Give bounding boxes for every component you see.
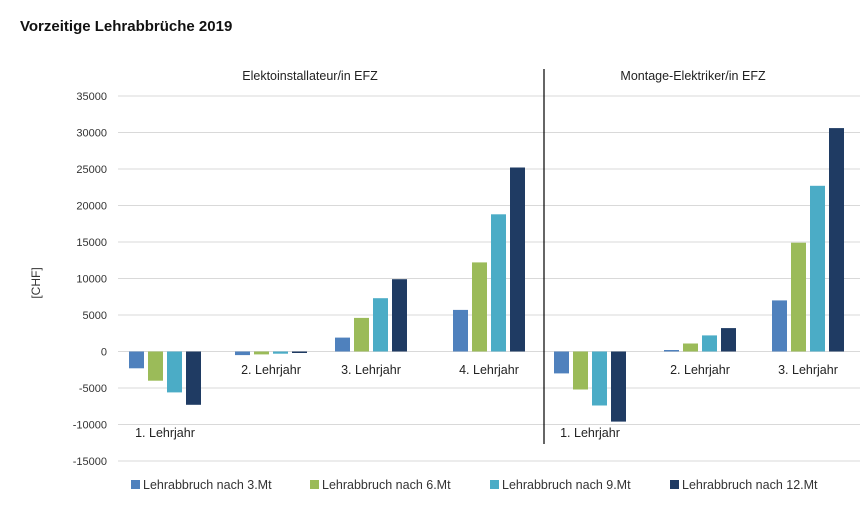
category-label: 1. Lehrjahr [560,426,620,440]
bar-layer [129,128,844,422]
legend-swatch [490,480,499,489]
category-label: 2. Lehrjahr [241,363,301,377]
legend-swatch [310,480,319,489]
legend-label: Lehrabbruch nach 3.Mt [143,478,272,492]
panel-title: Montage-Elektriker/in EFZ [620,69,766,83]
legend-swatch [131,480,140,489]
category-label: 3. Lehrjahr [341,363,401,377]
bar-2-3-1 [772,300,787,352]
y-tick-label: -15000 [73,456,107,468]
bar-2-2-2 [683,343,698,352]
bar-2-1-4 [611,351,626,422]
chart-title: Vorzeitige Lehrabbrüche 2019 [20,18,233,35]
y-tick-label: 5000 [83,310,107,322]
y-tick-label: 15000 [76,237,107,249]
y-tick-label: 25000 [76,164,107,176]
bar-2-2-3 [702,335,717,352]
bar-1-3-3 [373,298,388,352]
y-tick-label: -10000 [73,420,107,432]
bar-1-4-4 [510,167,525,352]
panel-title: Elektoinstallateur/in EFZ [242,69,378,83]
bar-1-2-2 [254,351,269,355]
legend-swatch [670,480,679,489]
bar-1-4-3 [491,214,506,352]
bar-2-1-1 [554,351,569,374]
grid-layer [118,95,860,462]
y-tick-label: 0 [101,347,107,359]
label-layer: 35000 30000 25000 20000 15000 10000 5000 0 -5000… [73,69,838,468]
bar-1-1-3 [167,351,182,393]
legend: Lehrabbruch nach 3.Mt Lehrabbruch nach 6.… [131,478,818,492]
bar-1-1-2 [148,351,163,381]
bar-2-2-1 [664,350,679,352]
bar-2-1-2 [573,351,588,390]
legend-label: Lehrabbruch nach 12.Mt [682,478,818,492]
category-label: 1. Lehrjahr [135,426,195,440]
bar-1-3-1 [335,337,350,352]
y-tick-label: -5000 [79,383,107,395]
bar-2-3-2 [791,242,806,352]
bar-2-1-3 [592,351,607,406]
y-tick-label: 35000 [76,91,107,103]
y-axis-title: [CHF] [29,267,43,298]
legend-label: Lehrabbruch nach 9.Mt [502,478,631,492]
bar-1-3-4 [392,279,407,352]
bar-1-4-2 [472,262,487,352]
y-tick-label: 30000 [76,128,107,140]
bar-1-2-1 [235,351,250,356]
category-label: 4. Lehrjahr [459,363,519,377]
bar-1-2-4 [292,351,307,353]
bar-2-2-4 [721,328,736,352]
y-tick-label: 20000 [76,201,107,213]
category-label: 3. Lehrjahr [778,363,838,377]
bar-2-3-3 [810,185,825,352]
bar-1-3-2 [354,317,369,352]
bar-1-4-1 [453,309,468,352]
y-tick-label: 10000 [76,274,107,286]
category-label: 2. Lehrjahr [670,363,730,377]
bar-1-1-1 [129,351,144,369]
legend-label: Lehrabbruch nach 6.Mt [322,478,451,492]
bar-2-3-4 [829,128,844,352]
bar-1-2-3 [273,351,288,354]
bar-1-1-4 [186,351,201,405]
